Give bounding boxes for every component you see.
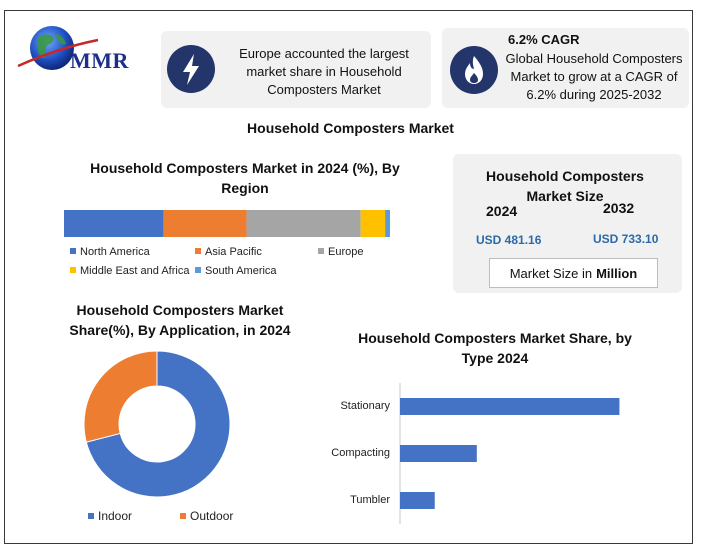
legend-swatch: [318, 248, 324, 254]
donut-slice-indoor: [85, 350, 231, 498]
market-size-title: Household Composters Market Size: [486, 168, 644, 204]
lightning-icon: [167, 45, 215, 93]
legend-item-north-america: North America: [70, 246, 150, 258]
flame-icon: [450, 46, 498, 94]
legend-swatch: [70, 248, 76, 254]
cagr-highlight-text: Global Household Composters Market to gr…: [505, 51, 683, 102]
globe-icon: [17, 26, 99, 70]
legend-item-indoor: Indoor: [88, 509, 132, 523]
infographic-frame: [4, 10, 693, 544]
value-2032: USD 733.10: [593, 232, 659, 246]
legend-swatch: [180, 513, 186, 519]
legend-label: Outdoor: [190, 509, 234, 523]
legend-item-outdoor: Outdoor: [180, 509, 233, 523]
region-highlight-text: Europe accounted the largest market shar…: [239, 46, 409, 97]
unit-bold: Million: [596, 265, 638, 281]
category-label-compacting: Compacting: [331, 446, 390, 459]
legend-item-south-america: South America: [195, 265, 277, 277]
legend-swatch: [195, 267, 201, 273]
bar-stationary: [400, 398, 620, 415]
legend-swatch: [195, 248, 201, 254]
category-label-tumbler: Tumbler: [350, 493, 390, 506]
legend-label: North America: [80, 246, 150, 258]
main-title: Household Composters Market: [247, 120, 454, 136]
legend-swatch: [70, 267, 76, 273]
region-segment-south-america: [385, 210, 390, 237]
donut-slice-outdoor: [83, 350, 158, 443]
region-segment-asia-pacific: [163, 210, 247, 237]
application-chart-title: Household Composters Market Share(%), By…: [69, 302, 291, 338]
year-2024-label: 2024: [486, 203, 518, 219]
legend-item-asia-pacific: Asia Pacific: [195, 246, 262, 258]
legend-label: Asia Pacific: [205, 246, 262, 258]
value-2024: USD 481.16: [476, 233, 542, 247]
category-label-stationary: Stationary: [340, 399, 390, 412]
region-segment-middle-east-and-africa: [360, 210, 386, 237]
mmr-logo: [16, 20, 146, 80]
region-segment-north-america: [64, 210, 164, 237]
year-2032-label: 2032: [603, 200, 635, 216]
unit-prefix: Market Size in: [509, 265, 593, 281]
bar-tumbler: [400, 492, 435, 509]
legend-label: South America: [205, 265, 277, 277]
type-chart-title: Household Composters Market Share, by Ty…: [358, 330, 632, 366]
legend-item-middle-east-and-africa: Middle East and Africa: [70, 265, 189, 277]
legend-item-europe: Europe: [318, 246, 363, 258]
market-size-unit-box: Market Size in Million: [489, 258, 658, 288]
legend-label: Middle East and Africa: [80, 265, 190, 277]
region-chart-title: Household Composters Market in 2024 (%),…: [90, 160, 400, 196]
logo-text: MMR: [70, 48, 129, 73]
cagr-highlight-card: 6.2% CAGR Global Household Composters Ma…: [442, 28, 689, 108]
legend-label: Indoor: [98, 509, 133, 523]
legend-swatch: [88, 513, 94, 519]
cagr-heading: 6.2% CAGR: [508, 32, 580, 47]
legend-label: Europe: [328, 246, 364, 258]
region-highlight-card: Europe accounted the largest market shar…: [161, 31, 431, 108]
region-segment-europe: [246, 210, 361, 237]
bar-compacting: [400, 445, 477, 462]
